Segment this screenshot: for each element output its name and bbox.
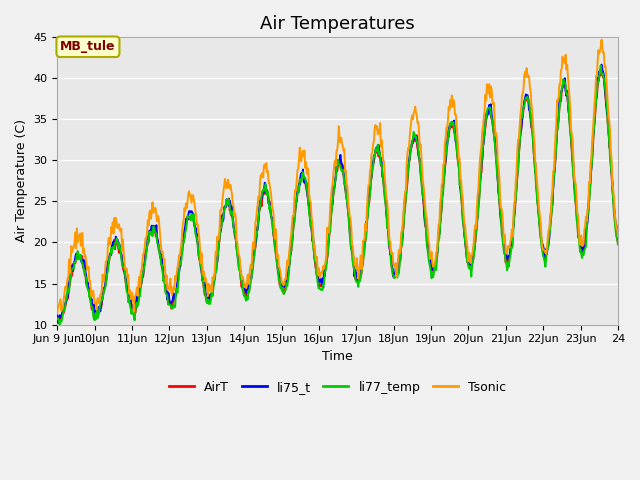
li75_t	[54, 312, 61, 318]
AirT	[423, 232, 431, 238]
li77_temp	[406, 148, 414, 154]
AirT	[122, 282, 130, 288]
Title: Air Temperatures: Air Temperatures	[260, 15, 415, 33]
Line: li77_temp: li77_temp	[58, 65, 618, 324]
AirT	[209, 291, 216, 297]
Tsonic	[54, 309, 61, 315]
AirT	[179, 241, 187, 247]
AirT	[406, 147, 414, 153]
AirT	[65, 292, 72, 298]
Tsonic	[614, 234, 621, 240]
li77_temp	[56, 322, 63, 327]
Tsonic	[64, 276, 72, 281]
X-axis label: Time: Time	[323, 350, 353, 363]
Tsonic	[179, 229, 186, 235]
Tsonic	[406, 133, 413, 139]
Line: Tsonic: Tsonic	[58, 40, 618, 312]
Line: li75_t: li75_t	[58, 65, 618, 323]
li75_t	[406, 146, 414, 152]
Legend: AirT, li75_t, li77_temp, Tsonic: AirT, li75_t, li77_temp, Tsonic	[164, 376, 511, 399]
li77_temp	[65, 287, 72, 293]
li77_temp	[209, 293, 216, 299]
li75_t	[122, 274, 130, 279]
AirT	[54, 317, 62, 323]
li75_t	[423, 239, 431, 245]
AirT	[54, 315, 61, 321]
li77_temp	[597, 62, 605, 68]
li77_temp	[423, 243, 431, 249]
li75_t	[614, 234, 621, 240]
Text: MB_tule: MB_tule	[60, 40, 116, 53]
li75_t	[209, 285, 216, 291]
Line: AirT: AirT	[58, 70, 618, 320]
AirT	[614, 240, 621, 245]
li75_t	[65, 282, 72, 288]
li75_t	[179, 242, 187, 248]
li77_temp	[179, 240, 187, 245]
Tsonic	[208, 289, 216, 295]
Tsonic	[122, 266, 129, 272]
li77_temp	[122, 283, 130, 288]
AirT	[598, 67, 605, 72]
li75_t	[54, 320, 62, 326]
li77_temp	[54, 316, 61, 322]
Tsonic	[422, 214, 430, 219]
li75_t	[598, 62, 605, 68]
Tsonic	[598, 37, 605, 43]
Y-axis label: Air Temperature (C): Air Temperature (C)	[15, 120, 28, 242]
li77_temp	[614, 241, 621, 247]
